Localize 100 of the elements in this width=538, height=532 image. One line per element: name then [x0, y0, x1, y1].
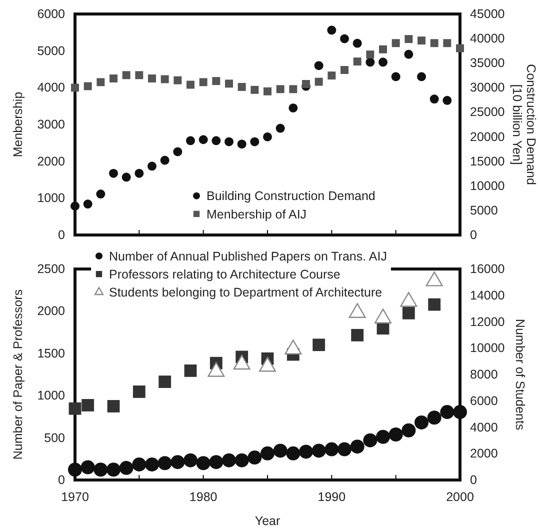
point	[264, 87, 272, 96]
y2-tick-label: 16000	[470, 262, 505, 276]
y2-tick-label: 0	[470, 228, 477, 242]
y-tick-label: 0	[58, 228, 66, 242]
y2-tick-label: 30000	[470, 80, 505, 95]
x-axis-title: Year	[254, 514, 280, 528]
point	[350, 440, 364, 454]
y2-tick-label: 35000	[470, 56, 505, 70]
point	[174, 76, 182, 84]
x-tick-label: 2000	[446, 490, 474, 504]
y-tick-label: 1000	[37, 191, 66, 206]
point	[145, 457, 159, 472]
point	[158, 456, 172, 470]
y2-tick-label: 10000	[470, 178, 505, 193]
y-tick-label: 5000	[37, 44, 66, 58]
point	[84, 82, 92, 90]
point	[352, 38, 362, 48]
point	[119, 460, 134, 475]
point	[288, 103, 298, 112]
point	[302, 80, 310, 88]
point	[158, 376, 172, 388]
point	[414, 415, 428, 430]
point	[426, 271, 443, 286]
point	[351, 328, 364, 342]
point	[71, 84, 79, 92]
point	[83, 200, 92, 208]
x-tick-label: 1970	[61, 490, 89, 504]
point	[122, 71, 130, 80]
point	[340, 34, 349, 44]
point	[324, 442, 339, 456]
y2-axis-title: Number of Students	[513, 318, 527, 430]
point	[134, 168, 144, 178]
point	[430, 94, 439, 104]
point	[82, 399, 94, 412]
point	[312, 444, 326, 458]
point	[170, 455, 185, 470]
point	[338, 442, 352, 456]
point	[286, 446, 300, 460]
point	[250, 137, 260, 146]
point	[299, 444, 313, 459]
y-axis-title: Number of Paper & Professors	[11, 289, 25, 460]
point	[70, 202, 80, 211]
y2-tick-label: 2000	[470, 446, 498, 461]
point	[68, 462, 82, 477]
point	[234, 453, 249, 468]
point	[402, 423, 416, 438]
point	[186, 80, 194, 89]
point	[366, 58, 375, 67]
point	[314, 61, 324, 70]
point	[453, 405, 467, 420]
point	[404, 50, 414, 59]
point	[260, 446, 274, 460]
point	[363, 433, 378, 448]
y-tick-label: 4000	[37, 80, 66, 95]
point	[273, 444, 288, 458]
point	[148, 74, 156, 82]
point	[379, 45, 387, 54]
point	[248, 450, 262, 465]
y-tick-label: 500	[44, 430, 66, 445]
point	[348, 303, 366, 318]
y2-tick-label: 4000	[470, 420, 498, 434]
point	[224, 137, 234, 146]
y2-tick-label: 25000	[470, 105, 505, 120]
point	[388, 428, 403, 442]
x-tick-label: 1980	[189, 490, 218, 504]
point	[443, 39, 452, 48]
point	[196, 456, 210, 470]
point	[378, 58, 388, 67]
y2-tick-label: 0	[470, 473, 477, 487]
point	[109, 168, 118, 178]
legend-label: Students belonging to Department of Architecture	[109, 286, 382, 300]
y-axis-title: Menbership	[11, 92, 25, 158]
point	[404, 35, 413, 44]
point	[132, 386, 146, 398]
point	[110, 74, 118, 82]
point	[238, 82, 246, 91]
point	[312, 338, 326, 352]
y2-tick-label: 45000	[470, 7, 505, 21]
point	[340, 66, 348, 74]
y-tick-label: 2000	[37, 154, 66, 168]
point	[160, 75, 169, 84]
legend-label: Menbership of AIJ	[206, 207, 307, 222]
point	[400, 292, 418, 307]
point	[225, 80, 233, 88]
y2-tick-label: 6000	[470, 394, 498, 408]
point	[148, 162, 156, 171]
point	[374, 308, 392, 324]
point	[160, 156, 170, 165]
point	[184, 364, 197, 377]
point	[96, 78, 105, 86]
y2-tick-label: 14000	[470, 288, 505, 302]
y2-tick-label: 10000	[470, 341, 505, 356]
y-tick-label: 2000	[37, 304, 66, 318]
point	[392, 39, 400, 48]
point	[135, 71, 144, 80]
point	[276, 85, 284, 94]
x-tick-label: 1990	[318, 490, 346, 504]
y2-tick-label: 12000	[470, 314, 505, 329]
y-tick-label: 0	[58, 473, 66, 487]
point	[107, 400, 120, 412]
